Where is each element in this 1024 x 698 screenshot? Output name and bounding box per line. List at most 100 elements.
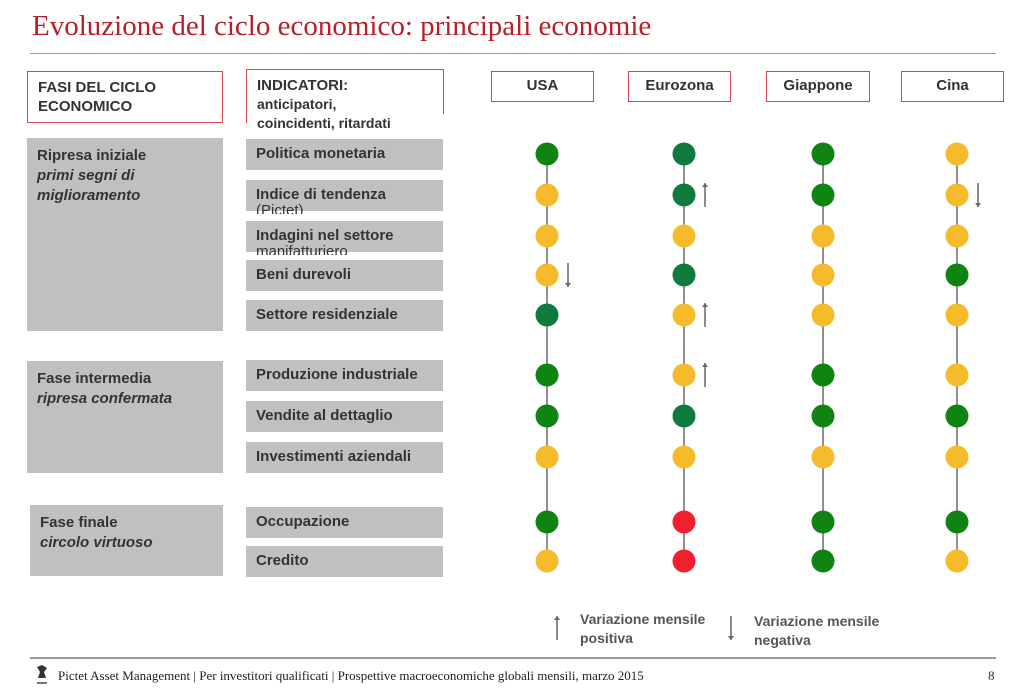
status-dot-usa-0 xyxy=(535,142,559,166)
status-dot-cina-2 xyxy=(945,224,969,248)
status-dot-eurozona-9 xyxy=(672,549,696,573)
status-dot-giappone-7 xyxy=(811,445,835,469)
trend-down-arrow-icon-head xyxy=(565,283,571,287)
status-dot-giappone-4 xyxy=(811,303,835,327)
phases-header-line1: FASI DEL CICLO xyxy=(38,79,157,96)
status-dot-usa-8 xyxy=(535,510,559,534)
country-header-cina: Cina xyxy=(901,71,1004,102)
status-dot-giappone-8 xyxy=(811,510,835,534)
legend-positive-line2: positiva xyxy=(580,630,633,646)
slide-title: Evoluzione del ciclo economico: principa… xyxy=(32,10,652,42)
indicator-vendite-al-dettaglio: Vendite al dettaglio xyxy=(246,401,443,432)
indicator-sublabel: (Pictet) xyxy=(256,204,304,214)
status-dot-usa-6 xyxy=(535,404,559,428)
status-dot-eurozona-5 xyxy=(672,363,696,387)
indicator-produzione-industriale: Produzione industriale xyxy=(246,360,443,391)
legend-negative-line2: negativa xyxy=(754,632,811,648)
status-dot-cina-5 xyxy=(945,363,969,387)
phase-desc: ripresa confermata xyxy=(37,390,173,407)
status-dot-eurozona-1 xyxy=(672,183,696,207)
indicator-label: Indice di tendenza xyxy=(256,186,387,203)
status-dot-giappone-0 xyxy=(811,142,835,166)
indicator-label: Politica monetaria xyxy=(256,145,386,162)
status-dot-usa-3 xyxy=(535,263,559,287)
status-dot-giappone-1 xyxy=(811,183,835,207)
indicator-sublabel: manifatturiero xyxy=(256,245,348,255)
status-dot-giappone-5 xyxy=(811,363,835,387)
legend-negative: Variazione mensile negativa xyxy=(754,612,879,650)
status-dot-usa-2 xyxy=(535,224,559,248)
phase-desc: miglioramento xyxy=(37,187,141,204)
trend-down-arrow-icon-head xyxy=(975,203,981,207)
indicators-header-title: INDICATORI: xyxy=(257,77,349,94)
indicator-label: Beni durevoli xyxy=(256,266,352,283)
trend-up-arrow-icon-head xyxy=(702,183,708,187)
phase-name: Fase intermedia xyxy=(37,370,152,387)
status-dot-giappone-3 xyxy=(811,263,835,287)
indicator-credito: Credito xyxy=(246,546,443,577)
phases-header-line2: ECONOMICO xyxy=(38,98,133,115)
status-dot-eurozona-3 xyxy=(672,263,696,287)
indicator-label: Vendite al dettaglio xyxy=(256,407,393,424)
status-dot-giappone-2 xyxy=(811,224,835,248)
status-dot-giappone-6 xyxy=(811,404,835,428)
status-dot-cina-4 xyxy=(945,303,969,327)
status-dot-cina-6 xyxy=(945,404,969,428)
status-dot-usa-9 xyxy=(535,549,559,573)
phase-name: Ripresa iniziale xyxy=(37,147,147,164)
status-dot-usa-1 xyxy=(535,183,559,207)
legend-down-arrow-icon-head xyxy=(728,636,734,640)
indicator-politica-monetaria: Politica monetaria xyxy=(246,139,443,170)
phase-intermedia: Fase intermedia ripresa confermata xyxy=(27,361,223,473)
indicators-header-sub1: anticipatori, xyxy=(257,96,337,112)
legend-positive: Variazione mensile positiva xyxy=(580,610,705,648)
indicators-header-sub2: coincidenti, ritardati xyxy=(247,114,447,133)
trend-up-arrow-icon-head xyxy=(702,303,708,307)
indicators-header: INDICATORI: anticipatori, coincidenti, r… xyxy=(246,69,447,133)
status-dot-cina-7 xyxy=(945,445,969,469)
phase-finale: Fase finale circolo virtuoso xyxy=(30,505,223,576)
status-dot-cina-0 xyxy=(945,142,969,166)
status-dot-cina-9 xyxy=(945,549,969,573)
phase-desc: circolo virtuoso xyxy=(40,534,153,551)
indicator-label: Investimenti aziendali xyxy=(256,448,412,465)
pictet-logo-icon xyxy=(37,665,47,684)
indicator-label: Credito xyxy=(256,552,309,569)
status-dot-cina-1 xyxy=(945,183,969,207)
indicator-settore-residenziale: Settore residenziale xyxy=(246,300,443,331)
indicator-indice-di-tendenza: Indice di tendenza (Pictet) xyxy=(246,180,443,214)
legend-positive-line1: Variazione mensile xyxy=(580,611,706,627)
indicator-beni-durevoli: Beni durevoli xyxy=(246,260,443,291)
legend-up-arrow-icon-head xyxy=(554,616,560,620)
indicator-label: Settore residenziale xyxy=(256,306,398,323)
indicator-label: Produzione industriale xyxy=(256,366,418,383)
country-header-giappone: Giappone xyxy=(766,71,870,102)
status-dot-eurozona-6 xyxy=(672,404,696,428)
footer-divider xyxy=(30,657,996,659)
status-dot-usa-4 xyxy=(535,303,559,327)
status-dot-eurozona-4 xyxy=(672,303,696,327)
status-dot-cina-3 xyxy=(945,263,969,287)
status-dot-giappone-9 xyxy=(811,549,835,573)
status-dot-usa-7 xyxy=(535,445,559,469)
status-dot-eurozona-7 xyxy=(672,445,696,469)
phase-name: Fase finale xyxy=(40,514,118,531)
legend-negative-line1: Variazione mensile xyxy=(754,613,880,629)
indicator-investimenti-aziendali: Investimenti aziendali xyxy=(246,442,443,473)
trend-up-arrow-icon-head xyxy=(702,363,708,367)
phases-header: FASI DEL CICLO ECONOMICO xyxy=(27,71,223,123)
status-dot-cina-8 xyxy=(945,510,969,534)
indicator-label: Occupazione xyxy=(256,513,350,530)
page-number: 8 xyxy=(988,668,995,683)
phase-ripresa-iniziale: Ripresa iniziale primi segni di migliora… xyxy=(27,138,223,331)
footer-text: Pictet Asset Management | Per investitor… xyxy=(58,668,644,683)
indicator-label: Indagini nel settore xyxy=(256,227,394,244)
status-dot-eurozona-0 xyxy=(672,142,696,166)
status-dot-usa-5 xyxy=(535,363,559,387)
indicator-occupazione: Occupazione xyxy=(246,507,443,538)
status-dot-eurozona-2 xyxy=(672,224,696,248)
country-header-eurozona: Eurozona xyxy=(628,71,731,102)
indicator-indagini-nel-settore: Indagini nel settore manifatturiero xyxy=(246,221,443,255)
